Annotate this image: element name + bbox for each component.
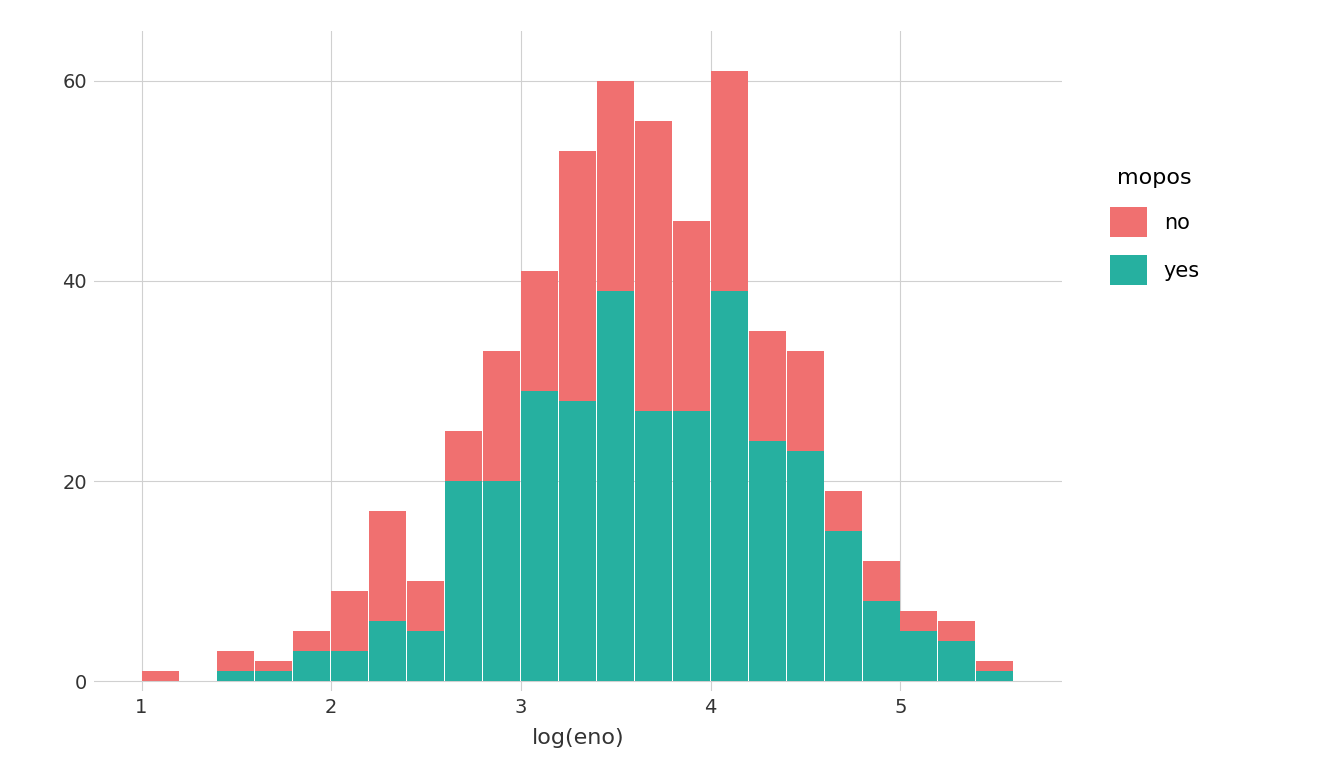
Bar	[976, 671, 1013, 681]
Bar	[825, 531, 862, 681]
Bar	[597, 291, 634, 681]
Bar	[786, 351, 824, 681]
Bar	[559, 401, 595, 681]
Bar	[482, 481, 520, 681]
Bar	[976, 661, 1013, 681]
Bar	[938, 621, 976, 681]
Bar	[331, 591, 368, 681]
Bar	[218, 671, 254, 681]
Bar	[293, 651, 331, 681]
Bar	[407, 631, 444, 681]
Bar	[521, 391, 558, 681]
Bar	[634, 411, 672, 681]
Bar	[749, 331, 786, 681]
Bar	[407, 581, 444, 681]
Bar	[673, 221, 710, 681]
Bar	[559, 151, 595, 681]
Bar	[673, 411, 710, 681]
Bar	[825, 491, 862, 681]
Bar	[482, 351, 520, 681]
Legend: no, yes: no, yes	[1101, 160, 1208, 293]
Bar	[521, 271, 558, 681]
Bar	[597, 81, 634, 681]
Bar	[900, 631, 938, 681]
Bar	[255, 671, 293, 681]
Bar	[749, 441, 786, 681]
Bar	[218, 651, 254, 681]
Bar	[786, 451, 824, 681]
X-axis label: log(eno): log(eno)	[532, 728, 624, 748]
Bar	[331, 651, 368, 681]
Bar	[370, 511, 406, 681]
Bar	[863, 561, 899, 681]
Bar	[900, 611, 938, 681]
Bar	[370, 621, 406, 681]
Bar	[293, 631, 331, 681]
Bar	[445, 481, 482, 681]
Bar	[255, 661, 293, 681]
Bar	[711, 71, 747, 681]
Bar	[863, 601, 899, 681]
Bar	[445, 431, 482, 681]
Bar	[141, 671, 179, 681]
Bar	[938, 641, 976, 681]
Bar	[711, 291, 747, 681]
Bar	[634, 121, 672, 681]
